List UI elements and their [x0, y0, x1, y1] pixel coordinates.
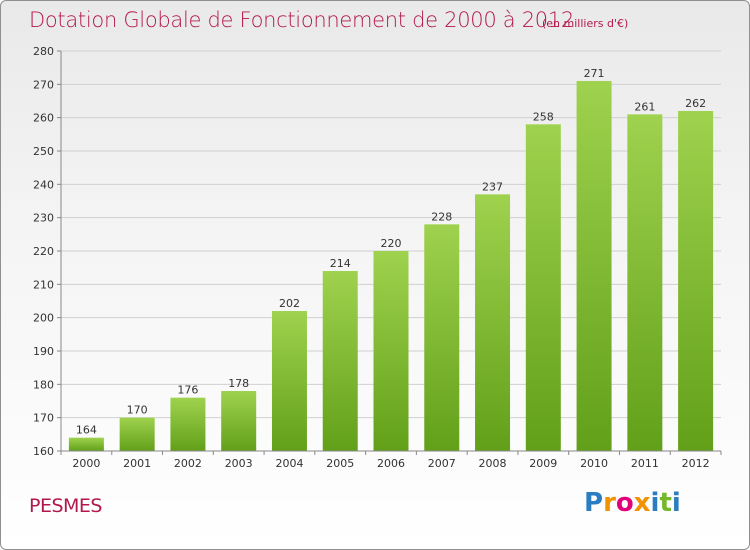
x-tick-label: 2012 — [682, 457, 710, 470]
bar-2009 — [525, 124, 561, 451]
bar-2007 — [424, 224, 460, 451]
logo-letter: i — [671, 488, 681, 518]
logo-letter: r — [603, 488, 616, 518]
value-label: 271 — [584, 67, 605, 80]
value-label: 202 — [279, 297, 300, 310]
value-label: 262 — [685, 97, 706, 110]
bar-2003 — [221, 391, 257, 451]
logo-letter: t — [659, 488, 672, 518]
value-label: 220 — [381, 237, 402, 250]
bar-2008 — [475, 194, 511, 452]
x-tick-label: 2002 — [174, 457, 202, 470]
value-label: 228 — [431, 210, 452, 223]
y-tick-label: 270 — [33, 78, 54, 91]
value-label: 214 — [330, 257, 351, 270]
x-tick-label: 2006 — [377, 457, 405, 470]
logo-letter: o — [615, 488, 634, 518]
y-tick-label: 220 — [33, 245, 54, 258]
bar-2004 — [271, 311, 307, 451]
bar-2012 — [678, 111, 714, 451]
bar-2002 — [170, 397, 206, 451]
x-tick-label: 2004 — [275, 457, 303, 470]
value-label: 261 — [634, 100, 655, 113]
x-tick-label: 2000 — [72, 457, 100, 470]
proxiti-logo: Proxiti — [584, 488, 681, 518]
bar-2011 — [627, 114, 663, 451]
chart-title: Dotation Globale de Fonctionnement de 20… — [29, 8, 574, 32]
y-tick-label: 240 — [33, 178, 54, 191]
bar-2005 — [322, 271, 358, 451]
value-label: 164 — [76, 424, 97, 437]
logo-letter: i — [650, 488, 660, 518]
y-tick-label: 180 — [33, 378, 54, 391]
y-tick-label: 190 — [33, 345, 54, 358]
logo-letter: P — [584, 488, 604, 518]
bar-2010 — [576, 81, 612, 451]
y-tick-label: 280 — [33, 45, 54, 58]
x-tick-label: 2003 — [225, 457, 253, 470]
y-tick-label: 200 — [33, 312, 54, 325]
value-label: 258 — [533, 110, 554, 123]
y-tick-label: 210 — [33, 278, 54, 291]
bar-2001 — [119, 417, 155, 451]
value-label: 237 — [482, 180, 503, 193]
x-tick-label: 2007 — [428, 457, 456, 470]
x-tick-label: 2005 — [326, 457, 354, 470]
y-tick-label: 170 — [33, 412, 54, 425]
commune-name: PESMES — [29, 495, 102, 517]
x-tick-label: 2011 — [631, 457, 659, 470]
x-tick-label: 2009 — [529, 457, 557, 470]
bar-2000 — [68, 437, 104, 451]
x-tick-label: 2001 — [123, 457, 151, 470]
y-tick-label: 260 — [33, 112, 54, 125]
y-tick-label: 160 — [33, 445, 54, 458]
y-tick-label: 230 — [33, 212, 54, 225]
value-label: 178 — [228, 377, 249, 390]
chart-subtitle: (en milliers d'€) — [542, 17, 629, 30]
value-label: 170 — [127, 404, 148, 417]
value-label: 176 — [177, 384, 198, 397]
x-tick-label: 2010 — [580, 457, 608, 470]
x-tick-label: 2008 — [479, 457, 507, 470]
logo-letter: x — [633, 488, 651, 518]
bar-2006 — [373, 251, 409, 451]
y-tick-label: 250 — [33, 145, 54, 158]
